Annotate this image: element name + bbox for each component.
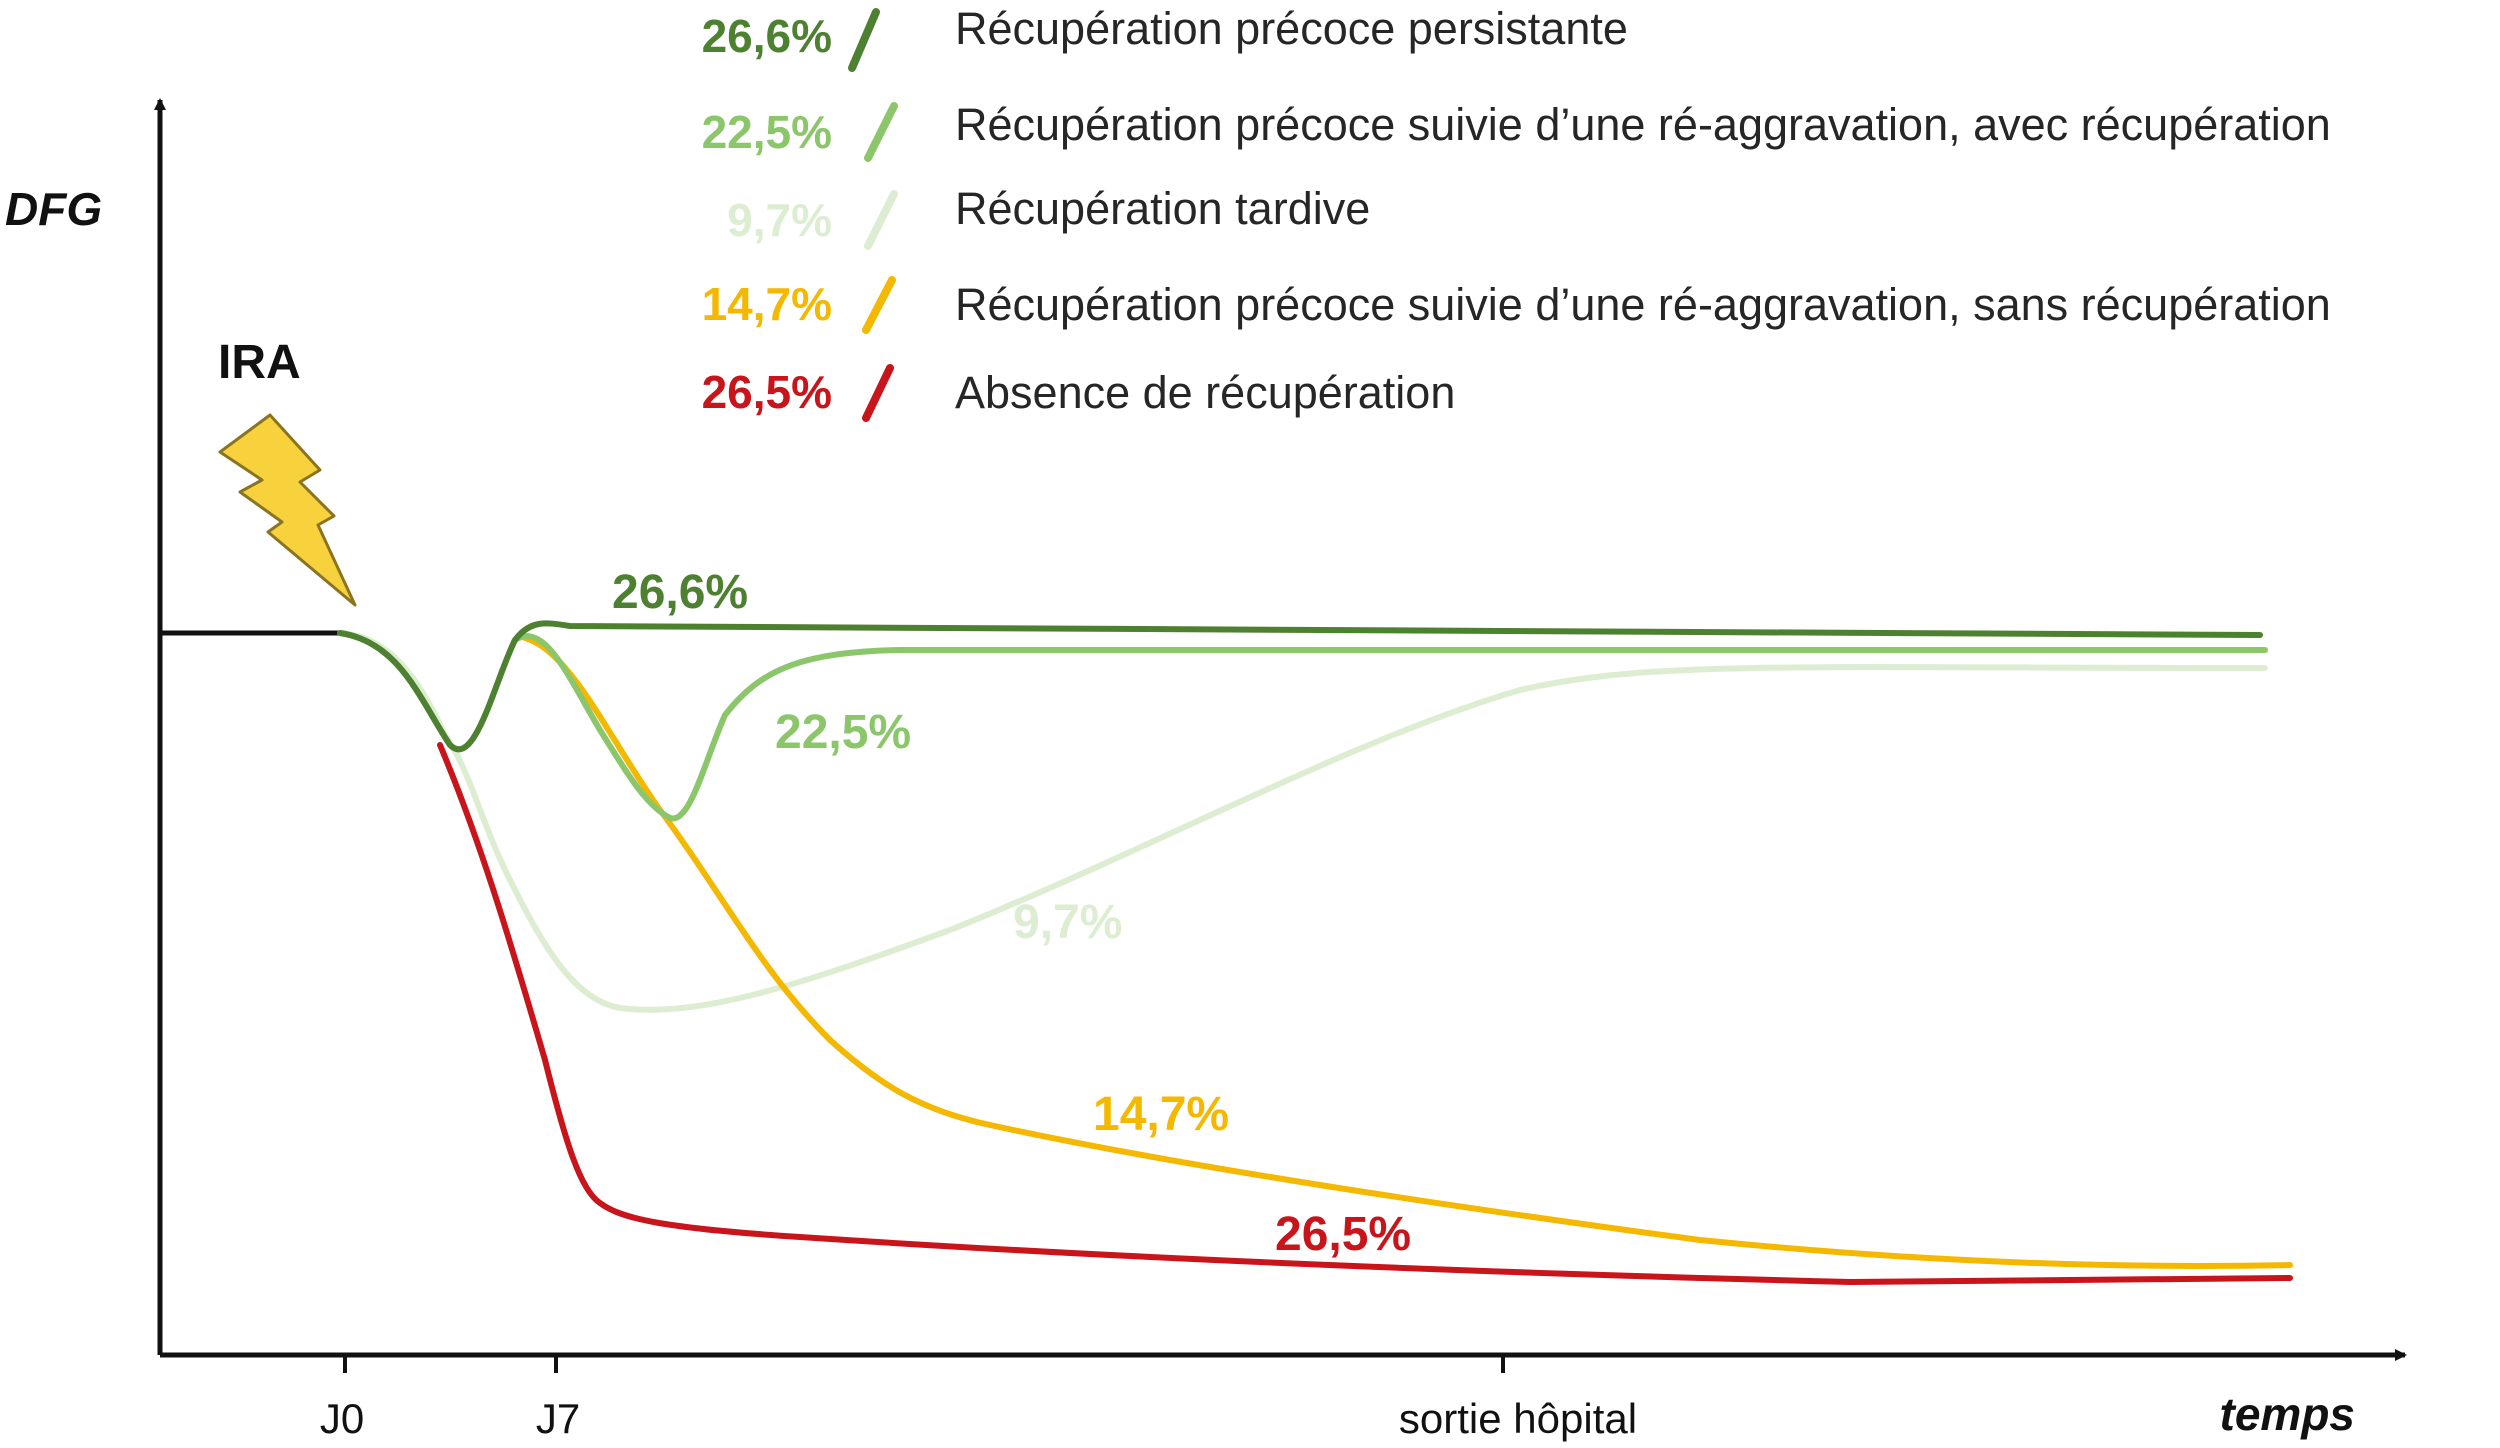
event-label: IRA [218,336,301,389]
legend: 26,6% Récupération précoce persistante 2… [702,3,2331,422]
legend-item-reaggravation-recovery: 22,5% Récupération précoce suivie d’une … [702,99,2331,162]
curve-label-reaggravation-no-recovery: 14,7% [1093,1088,1229,1141]
curve-label-persistent: 26,6% [612,566,748,619]
legend-swatch [864,190,898,250]
legend-item-late: 9,7% Récupération tardive [727,183,1370,250]
legend-swatch [864,102,898,162]
legend-label: Récupération tardive [955,183,1370,234]
lightning-bolt-icon [218,413,357,607]
curve-label-late: 9,7% [1013,896,1122,949]
legend-label: Récupération précoce persistante [955,3,1628,54]
tick-label-j7: J7 [536,1395,580,1442]
curves [157,620,2293,1285]
legend-swatch [848,8,880,72]
legend-swatch [862,364,894,422]
curve-label-reaggravation-recovery: 22,5% [775,706,911,759]
legend-label: Récupération précoce suivie d’une ré-agg… [955,99,2331,150]
legend-pct: 14,7% [702,278,832,330]
legend-item-no-recovery: 26,5% Absence de récupération [702,364,1455,422]
curve-labels: 26,6% 22,5% 9,7% 14,7% 26,5% [612,566,1411,1261]
tick-label-j0: J0 [320,1395,364,1442]
legend-label: Absence de récupération [955,367,1455,418]
curve-early-persistent [337,620,2263,753]
x-axis-label: temps [2220,1388,2355,1440]
y-axis-label: DFG [5,183,102,235]
legend-pct: 9,7% [727,194,832,246]
tick-label-discharge: sortie hôpital [1399,1395,1637,1442]
curve-reaggravation-recovery [337,630,2268,822]
legend-item-persistent: 26,6% Récupération précoce persistante [702,3,1628,72]
curve-late-recovery [337,630,2268,1013]
legend-pct: 22,5% [702,106,832,158]
legend-swatch [862,276,896,334]
event-marker: IRA [218,336,357,607]
legend-label: Récupération précoce suivie d’une ré-agg… [955,279,2331,330]
curve-no-recovery [437,742,2293,1285]
legend-pct: 26,5% [702,366,832,418]
legend-item-reaggravation-no-recovery: 14,7% Récupération précoce suivie d’une … [702,276,2331,334]
legend-pct: 26,6% [702,10,832,62]
curve-label-no-recovery: 26,5% [1275,1208,1411,1261]
axes: DFG temps J0 J7 sortie hôpital [5,98,2407,1442]
